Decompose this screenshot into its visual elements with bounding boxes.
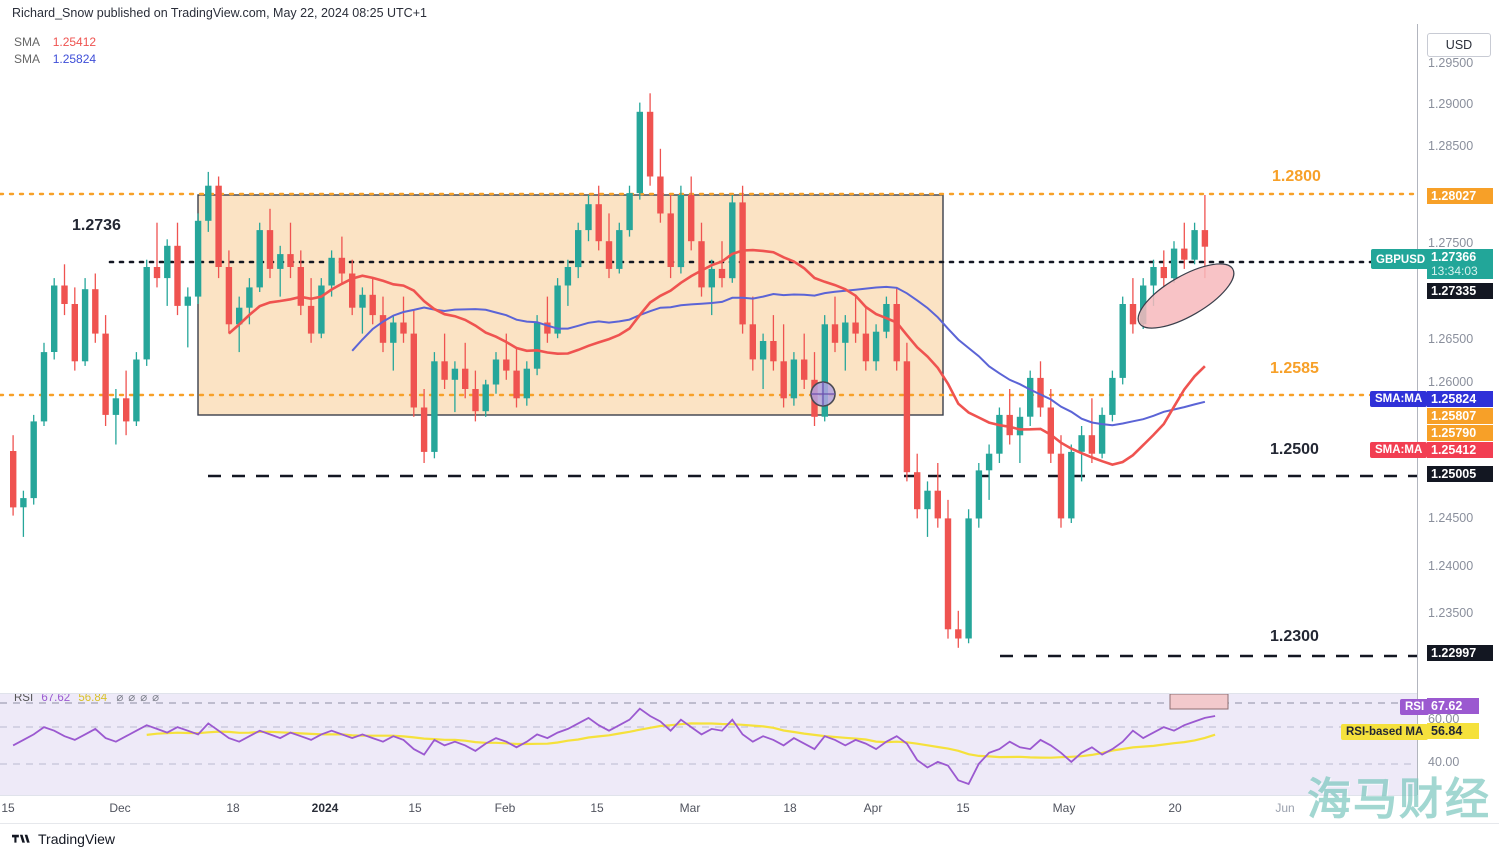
rsi-legend[interactable]: RSI 67.62 56.84 ⌀⌀⌀⌀ <box>14 694 164 704</box>
pane-separator <box>0 693 1417 694</box>
axis-chip-1-28027[interactable]: 1.28027 <box>1427 188 1493 204</box>
axis-chip-band-lower[interactable]: 1.25790 <box>1427 425 1493 441</box>
rsi-based-ma-line <box>146 722 1216 759</box>
sma-ma-label-red[interactable]: SMA:MA <box>1370 442 1428 458</box>
rsi-axis-tick-60: 60.00 <box>1428 712 1460 726</box>
sma-slow-line <box>351 285 1206 427</box>
axis-tick-8: 1.24000 <box>1428 559 1474 573</box>
time-tick-13: Jun <box>1275 801 1295 815</box>
price-chart-svg <box>0 93 1417 658</box>
breakout-ellipse-highlight <box>1137 263 1235 329</box>
time-tick-1: Dec <box>109 801 131 815</box>
legend-item-sma-blue[interactable]: SMA 1.25824 <box>14 51 96 68</box>
legend-item-sma-red[interactable]: SMA 1.25412 <box>14 34 96 51</box>
symbol-badge-time: 13:34:03 <box>1431 264 1478 278</box>
publish-line: Richard_Snow published on TradingView.co… <box>12 6 427 20</box>
rsi-chip-label[interactable]: RSI <box>1400 699 1430 715</box>
axis-chip-1-22997[interactable]: 1.22997 <box>1427 645 1493 661</box>
annotation-1-2800: 1.2800 <box>1272 168 1321 185</box>
symbol-badge-text: GBPUSD <box>1376 254 1426 266</box>
annotation-1-2300: 1.2300 <box>1270 628 1319 645</box>
price-pane[interactable]: 1.2736 1.2800 1.2585 1.2500 1.2300 <box>0 24 1417 694</box>
consolidation-box <box>197 194 944 416</box>
rsi-based-ma-label[interactable]: RSI-based MA <box>1341 724 1429 740</box>
axis-chip-last-price[interactable]: 1.27335 <box>1427 283 1493 299</box>
time-tick-11: May <box>1052 801 1076 815</box>
tradingview-logo[interactable]: TradingView <box>12 831 115 847</box>
axis-chip-sma-red[interactable]: 1.25412 <box>1427 442 1493 458</box>
annotation-1-2736: 1.2736 <box>72 217 121 234</box>
axis-tick-2: 1.29000 <box>1428 97 1474 111</box>
time-tick-8: 18 <box>783 801 797 815</box>
sma-fast-line <box>228 248 1206 466</box>
axis-chip-1-25005[interactable]: 1.25005 <box>1427 466 1493 482</box>
legend-value-sma-red: 1.25412 <box>52 35 97 49</box>
time-tick-10: 15 <box>956 801 970 815</box>
rsi-based-ma-value[interactable]: 56.84 <box>1427 723 1479 739</box>
axis-tick-9: 1.23500 <box>1428 606 1474 620</box>
rsi-chip-value[interactable]: 67.62 <box>1427 698 1479 714</box>
rsi-highlight-box <box>1169 694 1229 710</box>
time-tick-12: 20 <box>1168 801 1182 815</box>
time-tick-0: 15 <box>1 801 15 815</box>
axis-tick-5: 1.26500 <box>1428 332 1474 346</box>
legend-value-sma-blue: 1.25824 <box>52 52 97 66</box>
tradingview-logo-text: TradingView <box>38 831 116 847</box>
axis-tick-4: 1.27500 <box>1428 236 1474 250</box>
rsi-legend-value: 67.62 <box>41 694 71 704</box>
rsi-axis-tick-40: 40.00 <box>1428 755 1460 769</box>
time-tick-3: 2024 <box>311 801 339 815</box>
legend-label-sma-blue: SMA <box>14 52 40 66</box>
rsi-chart-svg <box>0 694 1417 786</box>
rsi-settings-icons[interactable]: ⌀⌀⌀⌀ <box>116 694 165 704</box>
time-scale[interactable]: 15 Dec 18 2024 15 Feb 15 Mar 18 Apr 15 M… <box>0 795 1417 824</box>
legend-label-sma-red: SMA <box>14 35 40 49</box>
rsi-pane[interactable]: RSI 67.62 56.84 ⌀⌀⌀⌀ <box>0 694 1417 795</box>
axis-tick-7: 1.24500 <box>1428 511 1474 525</box>
time-tick-2: 18 <box>226 801 240 815</box>
axis-chip-band-upper[interactable]: 1.25807 <box>1427 408 1493 424</box>
time-tick-4: 15 <box>408 801 422 815</box>
rsi-line <box>12 707 1216 786</box>
axis-chip-sma-blue[interactable]: 1.25824 <box>1427 391 1493 407</box>
rsi-legend-label: RSI <box>14 694 34 704</box>
footer-bar: TradingView <box>0 823 1499 858</box>
annotation-1-2585: 1.2585 <box>1270 360 1319 377</box>
sma-ma-label-blue[interactable]: SMA:MA <box>1370 391 1428 407</box>
axis-tick-3: 1.28500 <box>1428 139 1474 153</box>
symbol-badge-price-block[interactable]: 1.27366 13:34:03 <box>1427 249 1493 279</box>
axis-tick-6: 1.26000 <box>1428 375 1474 389</box>
tradingview-logo-icon <box>12 834 30 843</box>
time-tick-7: Mar <box>679 801 701 815</box>
axis-tick-1: 1.29500 <box>1428 56 1474 70</box>
rsi-legend-ma-value: 56.84 <box>78 694 108 704</box>
time-tick-9: Apr <box>863 801 883 815</box>
time-tick-5: Feb <box>494 801 516 815</box>
candlestick-series <box>10 93 1209 648</box>
annotation-1-2500: 1.2500 <box>1270 441 1319 458</box>
time-tick-6: 15 <box>590 801 604 815</box>
symbol-badge-price: 1.27366 <box>1431 250 1477 264</box>
currency-badge[interactable]: USD <box>1427 33 1491 57</box>
symbol-badge-label[interactable]: GBPUSD <box>1371 249 1431 269</box>
chart-legend: SMA 1.25412 SMA 1.25824 <box>14 34 96 68</box>
